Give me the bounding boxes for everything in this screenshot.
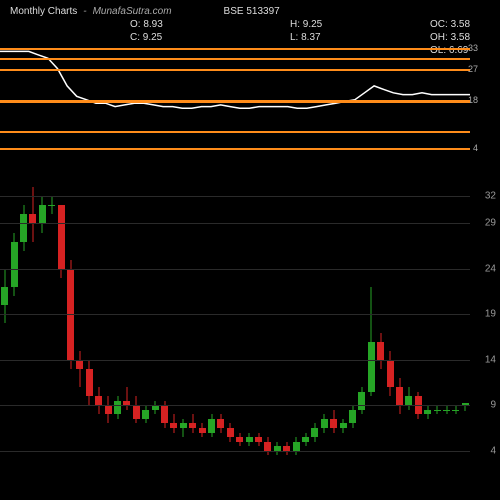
o-cell: O: 8.93 [130, 19, 250, 30]
chart-title: Monthly Charts [10, 6, 77, 17]
h-cell: H: 9.25 [290, 19, 390, 30]
indicator-panel: 3327184 [0, 48, 480, 148]
candle-body [48, 205, 55, 206]
sep: - [83, 6, 86, 17]
candle-body [180, 423, 187, 428]
candle-body [161, 405, 168, 423]
candle-body [246, 437, 253, 442]
candle-body [424, 410, 431, 415]
candle-body [452, 410, 459, 411]
candle-body [368, 342, 375, 392]
candle-body [208, 419, 215, 433]
candle-wick [79, 351, 80, 387]
price-gridline [0, 451, 470, 452]
l-cell: L: 8.37 [290, 32, 390, 43]
indicator-axis-label: 4 [473, 143, 478, 153]
candle-body [189, 423, 196, 428]
candle-body [387, 360, 394, 387]
candle-body [114, 401, 121, 415]
symbol: BSE 513397 [224, 6, 280, 17]
candle-body [321, 419, 328, 428]
candle-body [105, 405, 112, 414]
candle-body [76, 360, 83, 369]
candle-body [20, 214, 27, 241]
price-axis-label: 32 [485, 191, 496, 202]
price-panel: 32 29 24 19 14 9 4 [0, 178, 500, 478]
price-gridline [0, 269, 470, 270]
candle-body [199, 428, 206, 433]
price-gridline [0, 314, 470, 315]
candle-body [340, 423, 347, 428]
candle-body [443, 410, 450, 411]
candle-body [11, 242, 18, 287]
price-gridline [0, 405, 470, 406]
candle-body [377, 342, 384, 360]
candle-body [58, 205, 65, 269]
candle-body [133, 405, 140, 419]
candle-body [29, 214, 36, 223]
indicator-hline [0, 58, 470, 60]
c-cell: C: 9.25 [130, 32, 250, 43]
oc-cell: OC: 3.58 [430, 19, 500, 30]
candle-body [95, 396, 102, 405]
candle-body [255, 437, 262, 442]
oh-cell: OH: 3.58 [430, 32, 500, 43]
indicator-hline [0, 48, 470, 50]
price-gridline [0, 223, 470, 224]
header-title-row: Monthly Charts - MunafaSutra.com BSE 513… [10, 6, 490, 17]
candle-body [86, 369, 93, 396]
price-axis-label: 14 [485, 354, 496, 365]
source-site: MunafaSutra.com [93, 6, 172, 17]
price-axis-label: 9 [490, 400, 496, 411]
candle-body [39, 205, 46, 223]
candle-body [293, 442, 300, 451]
candle-body [358, 392, 365, 410]
candle-body [405, 396, 412, 405]
price-axis-label: 24 [485, 263, 496, 274]
candle-body [264, 442, 271, 451]
candle-body [330, 419, 337, 428]
indicator-axis-labels: 3327184 [456, 48, 480, 148]
candle-body [302, 437, 309, 442]
indicator-hline [0, 131, 470, 133]
candle-body [217, 419, 224, 428]
price-gridline [0, 360, 470, 361]
candle-body [142, 410, 149, 419]
candle-body [311, 428, 318, 437]
indicator-hline [0, 148, 470, 150]
price-axis-label: 4 [490, 445, 496, 456]
candle-wick [183, 419, 184, 437]
candle-body [349, 410, 356, 424]
candle-body [227, 428, 234, 437]
candle-body [434, 410, 441, 411]
indicator-hline [0, 100, 470, 103]
candle-body [396, 387, 403, 405]
price-axis-label: 29 [485, 218, 496, 229]
candle-wick [126, 387, 127, 410]
indicator-hline [0, 69, 470, 71]
price-axis-label: 19 [485, 309, 496, 320]
candle-body [236, 437, 243, 442]
indicator-svg [0, 48, 470, 148]
price-gridline [0, 196, 470, 197]
panel-gap [0, 148, 500, 178]
candle-body [1, 287, 8, 305]
candle-body [170, 423, 177, 428]
chart-header: Monthly Charts - MunafaSutra.com BSE 513… [0, 0, 500, 48]
